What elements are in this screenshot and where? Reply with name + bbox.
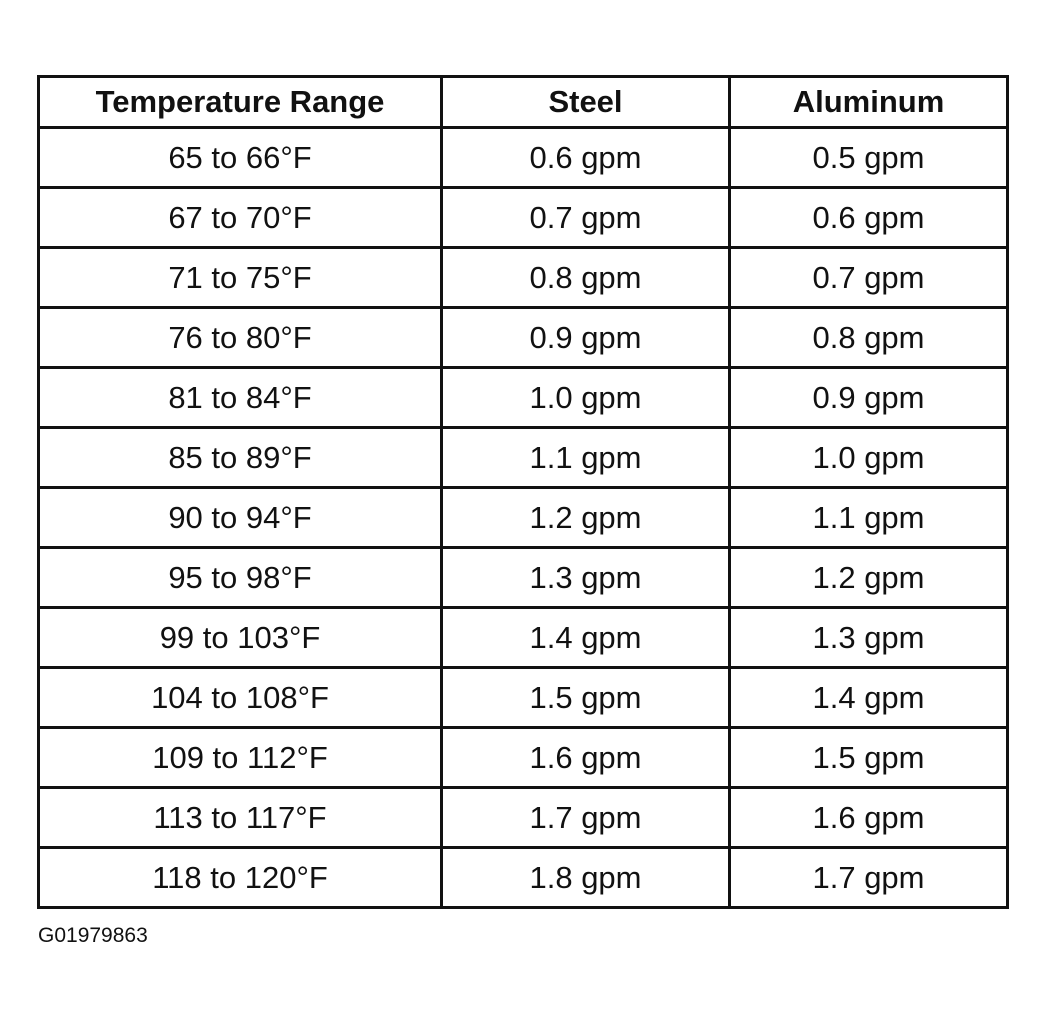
table-cell: 0.6 gpm [728, 186, 1009, 249]
table-cell: 1.4 gpm [440, 606, 731, 669]
table-cell: 1.4 gpm [728, 666, 1009, 729]
table-cell: 99 to 103°F [37, 606, 443, 669]
table-row: 95 to 98°F 1.3 gpm 1.2 gpm [37, 546, 1009, 609]
table-cell: 1.6 gpm [440, 726, 731, 789]
table-row: 104 to 108°F 1.5 gpm 1.4 gpm [37, 666, 1009, 729]
table-row: 109 to 112°F 1.6 gpm 1.5 gpm [37, 726, 1009, 789]
table-row: 71 to 75°F 0.8 gpm 0.7 gpm [37, 246, 1009, 309]
table-cell: 85 to 89°F [37, 426, 443, 489]
table-cell: 1.1 gpm [728, 486, 1009, 549]
table-cell: 104 to 108°F [37, 666, 443, 729]
table-cell: 1.5 gpm [728, 726, 1009, 789]
table-cell: 1.0 gpm [728, 426, 1009, 489]
table-cell: 0.8 gpm [728, 306, 1009, 369]
table-row: 81 to 84°F 1.0 gpm 0.9 gpm [37, 366, 1009, 429]
table-row: 118 to 120°F 1.8 gpm 1.7 gpm [37, 846, 1009, 909]
table-cell: 1.8 gpm [440, 846, 731, 909]
table-row: 113 to 117°F 1.7 gpm 1.6 gpm [37, 786, 1009, 849]
table-cell: 1.5 gpm [440, 666, 731, 729]
table-cell: 65 to 66°F [37, 126, 443, 189]
header-cell: Temperature Range [37, 75, 443, 129]
table-row: 85 to 89°F 1.1 gpm 1.0 gpm [37, 426, 1009, 489]
table-cell: 1.1 gpm [440, 426, 731, 489]
table-cell: 1.0 gpm [440, 366, 731, 429]
table-cell: 67 to 70°F [37, 186, 443, 249]
table-cell: 0.7 gpm [728, 246, 1009, 309]
table-cell: 118 to 120°F [37, 846, 443, 909]
header-cell: Aluminum [728, 75, 1009, 129]
table-cell: 1.3 gpm [728, 606, 1009, 669]
table-row: 67 to 70°F 0.7 gpm 0.6 gpm [37, 186, 1009, 249]
table-cell: 1.7 gpm [440, 786, 731, 849]
table-cell: 1.3 gpm [440, 546, 731, 609]
data-table: Temperature Range Steel Aluminum 65 to 66°… [37, 75, 1009, 909]
table-row: 65 to 66°F 0.6 gpm 0.5 gpm [37, 126, 1009, 189]
table-row: 76 to 80°F 0.9 gpm 0.8 gpm [37, 306, 1009, 369]
table-row: 90 to 94°F 1.2 gpm 1.1 gpm [37, 486, 1009, 549]
table-cell: 0.9 gpm [440, 306, 731, 369]
header-row: Temperature Range Steel Aluminum [37, 75, 1009, 129]
table-cell: 76 to 80°F [37, 306, 443, 369]
table-cell: 71 to 75°F [37, 246, 443, 309]
table-cell: 0.9 gpm [728, 366, 1009, 429]
table-cell: 95 to 98°F [37, 546, 443, 609]
table-cell: 0.6 gpm [440, 126, 731, 189]
table-cell: 0.5 gpm [728, 126, 1009, 189]
table-cell: 90 to 94°F [37, 486, 443, 549]
table-cell: 1.7 gpm [728, 846, 1009, 909]
table-cell: 0.8 gpm [440, 246, 731, 309]
table-cell: 113 to 117°F [37, 786, 443, 849]
table-body: 65 to 66°F 0.6 gpm 0.5 gpm 67 to 70°F 0.7 gp… [37, 126, 1009, 909]
table-cell: 1.6 gpm [728, 786, 1009, 849]
table-cell: 1.2 gpm [440, 486, 731, 549]
table-cell: 0.7 gpm [440, 186, 731, 249]
table-cell: 81 to 84°F [37, 366, 443, 429]
figure-id: G01979863 [38, 924, 148, 947]
table-cell: 109 to 112°F [37, 726, 443, 789]
table-row: 99 to 103°F 1.4 gpm 1.3 gpm [37, 606, 1009, 669]
table-cell: 1.2 gpm [728, 546, 1009, 609]
header-cell: Steel [440, 75, 731, 129]
